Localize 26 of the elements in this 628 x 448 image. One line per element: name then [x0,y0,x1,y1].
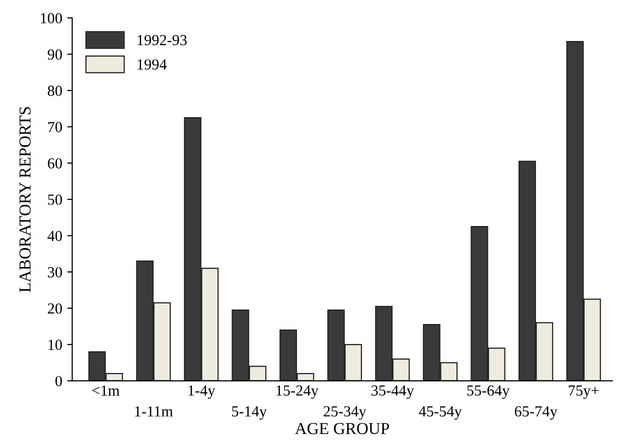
y-tick-label: 60 [48,158,62,169]
x-tick-label: <1m [92,385,120,396]
y-tick-label: 30 [48,267,62,278]
y-tick-label: 90 [48,49,62,60]
y-tick-label: 0 [55,376,62,386]
y-tick-label: 20 [48,303,62,314]
y-tick-label: 40 [48,230,62,242]
y-tick-label: 10 [48,340,62,350]
x-axis-title: AGE GROUP [294,422,390,434]
x-tick-label: 75y+ [568,386,599,399]
legend-label: 1992-93 [138,35,187,46]
x-tick-label: 65-74y [514,406,558,420]
y-tick-label: 50 [48,194,62,205]
x-tick-label: 55-64y [467,385,510,399]
legend-label: 1994 [138,59,167,70]
x-tick-label: 45-54y [418,406,462,420]
y-tick-label: 80 [48,86,62,96]
y-axis-title: LABORATORY REPORTS [19,107,31,292]
y-tick-label: 70 [48,122,62,132]
x-tick-label: 35-44y [372,385,414,399]
x-tick-label: 1-4y [188,385,216,399]
y-tick-label: 100 [40,13,62,24]
x-tick-label: 1-11m [135,406,173,416]
x-tick-label: 15-24y [276,385,318,399]
x-tick-label: 25-34y [324,406,366,420]
x-tick-label: 5-14y [232,406,267,420]
